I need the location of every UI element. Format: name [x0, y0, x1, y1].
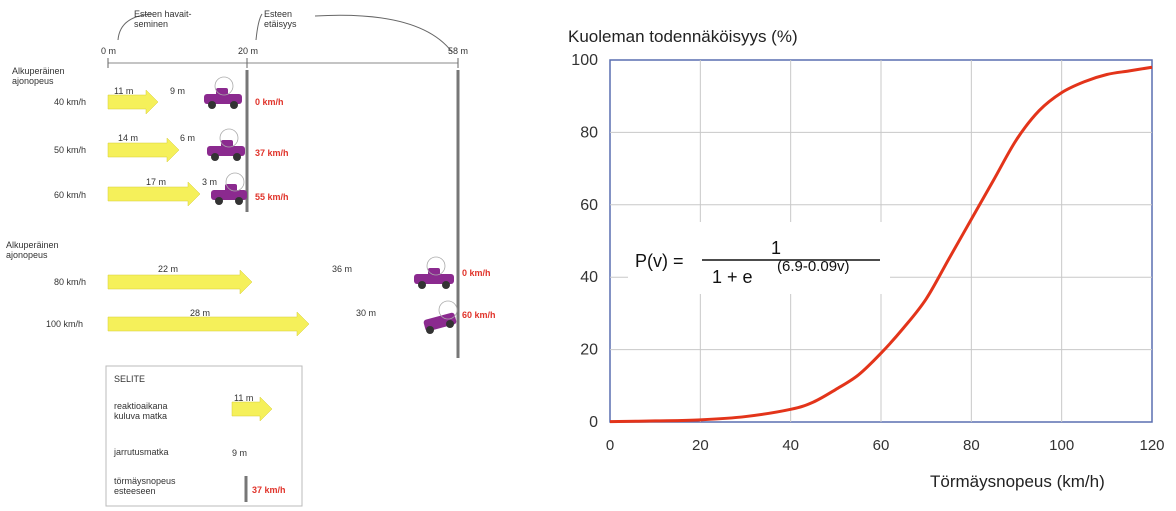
x-tick-labels: 0 20 40 60 80 100 120 [606, 437, 1165, 454]
formula-denominator: 1 + e [712, 267, 753, 287]
reaction-arrow-60 [107, 181, 201, 207]
death-probability-chart: Kuoleman todennäköisyys (%) 0 20 40 60 80 100… [568, 27, 1165, 491]
impact-speed-label: 0 km/h [462, 268, 491, 278]
reaction-arrow-100 [107, 311, 310, 337]
formula-exponent: (6.9-0.09v) [777, 258, 850, 275]
legend-reaction-label: reaktioaikana kuluva matka [114, 401, 168, 421]
x-tick-label: 80 [963, 437, 980, 454]
reaction-arrow-40 [107, 89, 159, 115]
impact-speed-label: 60 km/h [462, 310, 496, 320]
reaction-distance-label: 28 m [190, 308, 211, 318]
speed-label: 100 km/h [46, 319, 84, 329]
braking-distance-label: 3 m [202, 177, 218, 187]
impact-speed-label: 55 km/h [255, 192, 289, 202]
y-tick-label: 40 [580, 269, 598, 286]
formula-lhs: P(v) = [635, 251, 684, 271]
car-icon [414, 256, 454, 289]
car-icon [211, 172, 247, 205]
y-tick-label: 20 [580, 342, 598, 359]
x-axis-label: Törmäysnopeus (km/h) [930, 472, 1105, 491]
group-label-1: Alkuperäinen ajonopeus [12, 66, 65, 86]
impact-speed-label: 0 km/h [255, 97, 284, 107]
legend-braking-label: jarrutusmatka [114, 447, 169, 457]
formula-background [628, 222, 890, 294]
reaction-distance-label: 17 m [146, 177, 167, 187]
legend-title: SELITE [114, 374, 146, 384]
reaction-distance-label: 11 m [114, 86, 134, 96]
observation-curve-arrow [117, 13, 153, 41]
reaction-distance-label: 14 m [118, 133, 139, 143]
x-tick-label: 120 [1139, 437, 1164, 454]
distance-curve-arrow-short [255, 13, 263, 41]
x-tick-label: 20 [692, 437, 709, 454]
x-tick-label: 40 [782, 437, 799, 454]
braking-distance-label: 6 m [180, 133, 196, 143]
legend-impact-label: törmäysnopeus esteeseen [114, 476, 176, 496]
legend-box [105, 365, 303, 507]
obstacle-observation-label: Esteen havait- seminen [134, 9, 192, 29]
group-label-2: Alkuperäinen ajonopeus [6, 240, 59, 260]
speed-label: 60 km/h [54, 190, 87, 200]
distance-label-20m: 20 m [238, 46, 259, 56]
y-tick-label: 80 [580, 124, 598, 141]
braking-distance-label: 9 m [170, 86, 186, 96]
distance-curve-arrow-long [314, 14, 453, 53]
death-probability-line [609, 65, 1153, 424]
y-tick-labels: 0 20 40 60 80 100 [571, 52, 598, 431]
obstacle-distance-label: Esteen etäisyys [264, 9, 297, 29]
formula: P(v) = 1 1 + e (6.9-0.09v) [628, 222, 890, 294]
braking-distance-label: 36 m [332, 264, 353, 274]
legend-reaction-value: 11 m [234, 393, 254, 403]
reaction-arrow-50 [107, 137, 180, 163]
legend-arrow [231, 396, 273, 422]
car-icon [207, 128, 245, 161]
x-tick-label: 60 [873, 437, 890, 454]
legend-impact-value: 37 km/h [252, 485, 286, 495]
car-icon [423, 300, 458, 334]
diagram-graphics [105, 13, 460, 507]
y-tick-label: 60 [580, 197, 598, 214]
braking-distance-label: 30 m [356, 308, 377, 318]
formula-numerator: 1 [771, 238, 781, 258]
speed-label: 40 km/h [54, 97, 87, 107]
chart-title: Kuoleman todennäköisyys (%) [568, 27, 798, 46]
legend-braking-value: 9 m [232, 448, 248, 458]
reaction-distance-label: 22 m [158, 264, 179, 274]
speed-label: 50 km/h [54, 145, 87, 155]
speed-label: 80 km/h [54, 277, 87, 287]
y-tick-label: 0 [589, 414, 598, 431]
impact-speed-label: 37 km/h [255, 148, 289, 158]
stopping-distance-diagram: Esteen havait- seminen Esteen etäisyys 0… [0, 0, 540, 511]
car-icon [204, 76, 242, 109]
distance-label-58m: 58 m [448, 46, 469, 56]
x-tick-label: 100 [1049, 437, 1074, 454]
y-tick-label: 100 [571, 52, 598, 69]
x-tick-label: 0 [606, 437, 614, 454]
distance-label-0m: 0 m [101, 46, 117, 56]
series [609, 65, 1153, 424]
reaction-arrow-80 [107, 269, 253, 295]
